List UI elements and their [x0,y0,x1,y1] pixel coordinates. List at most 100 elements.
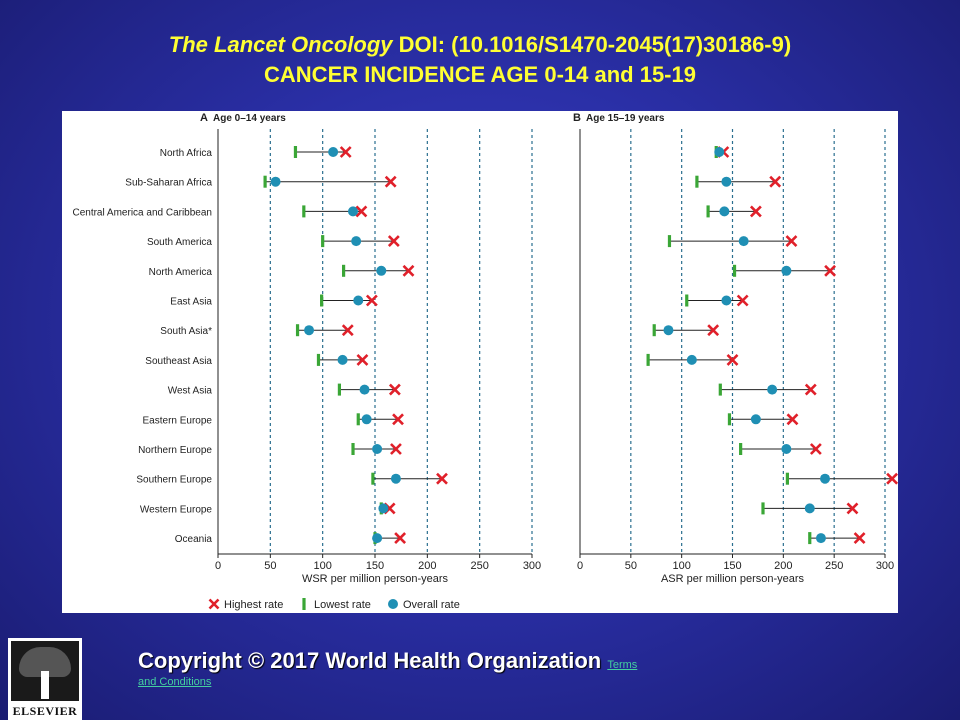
panel-a-category-label: Central America and Caribbean [72,207,212,218]
panel-a-overall-marker [359,384,370,395]
panel-a-tick-label: 100 [313,560,331,572]
panel-b-highest-marker [786,413,799,426]
panel-b-highest-marker [736,294,749,307]
panel-a-highest-marker [402,264,415,277]
panel-a-tick-label: 250 [470,560,488,572]
panel-a-highest-marker [390,443,402,455]
conditions-link[interactable]: and Conditions [138,676,212,688]
panel-a-overall-marker [270,176,281,187]
panel-a-overall-marker [353,295,364,306]
panel-a-highest-marker [365,294,378,307]
panel-a-title: Age 0–14 years [213,113,286,124]
panel-a-tick-label: 150 [366,560,384,572]
panel-b-overall-marker [781,265,792,276]
slide-subtitle: CANCER INCIDENCE AGE 0-14 and 15-19 [264,62,696,87]
panel-b-highest-marker [785,235,798,248]
panel-b-overall-marker [721,176,732,187]
panel-a-category-label: Oceania [175,534,213,545]
panel-a-category-label: East Asia [170,297,212,308]
panel-a-category-label: Northern Europe [138,445,212,456]
panel-a-highest-marker [384,175,397,188]
panel-a-category-label: Southern Europe [136,475,212,486]
panel-b-title: Age 15–19 years [586,113,665,124]
tree-icon [11,641,79,701]
journal-name: The Lancet Oncology [168,32,393,57]
panel-b-highest-marker [853,532,866,545]
panel-a-category-label: Western Europe [140,504,213,515]
elsevier-logo: ELSEVIER [8,638,82,720]
panel-a-highest-marker [339,146,352,158]
panel-b-tick-label: 50 [625,560,637,572]
panel-b-overall-marker [738,236,749,247]
panel-b-overall-marker [767,384,778,395]
panel-a-x-label: WSR per million person-years [302,573,449,585]
panel-a-category-label: Sub-Saharan Africa [125,178,212,189]
panel-b-overall-marker [781,444,792,454]
panel-a-tick-label: 50 [264,560,276,572]
panel-a-overall-marker [328,147,339,157]
copyright-notice: Copyright © 2017 World Health Organizati… [138,648,637,674]
panel-a-overall-marker [372,444,383,454]
panel-a-letter: A [200,112,208,124]
panel-a-highest-marker [392,413,404,426]
panel-b-overall-marker [820,473,831,484]
logo-text: ELSEVIER [12,704,78,718]
panel-a-category-label: South America [147,237,212,248]
panel-b-letter: B [573,112,581,124]
panel-b-overall-marker [714,147,725,157]
panel-b-overall-marker [804,503,815,514]
panel-a-overall-marker [372,533,383,544]
panel-a-category-label: North America [149,267,213,278]
panel-b-tick-label: 100 [672,560,690,572]
doi-text: DOI: (10.1016/S1470-2045(17)30186-9) [392,32,792,57]
panel-b-overall-marker [750,414,761,425]
panel-b-overall-marker [721,295,732,306]
panel-b-tick-label: 200 [774,560,792,572]
panel-b-highest-marker [769,175,782,188]
panel-a-category-label: Eastern Europe [143,415,213,426]
title-line-journal: The Lancet Oncology DOI: (10.1016/S1470-… [0,30,960,60]
panel-b-tick-label: 0 [577,560,583,572]
panel-a-highest-marker [388,383,401,396]
panel-a-overall-marker [390,473,401,484]
figure-panel: A Age 0–14 years 0 50 100 150 200 250 300 WSR per… [62,111,898,613]
panel-a-highest-marker [394,532,407,545]
panel-a-highest-marker [387,235,400,248]
legend-overall-marker [388,599,398,609]
panel-b-overall-marker [686,354,697,365]
panel-a-overall-marker [348,206,359,217]
panel-b-highest-marker [707,324,720,337]
panel-b-highest-marker [809,443,822,455]
copyright-text: Copyright © 2017 World Health Organizati… [138,648,602,673]
panel-b-highest-marker [804,383,817,396]
panel-b-highest-marker [749,205,762,218]
panel-b-highest-marker [726,353,739,366]
panel-a-highest-marker [356,353,369,366]
panel-a-overall-marker [351,236,362,247]
panel-a-overall-marker [378,503,389,514]
panel-a-overall-marker [361,414,372,425]
panel-a-highest-marker [436,472,448,485]
panel-b-overall-marker [815,533,826,544]
panel-a-tick-label: 200 [418,560,436,572]
legend-highest-marker [208,598,220,610]
panel-a-highest-marker [355,205,368,218]
panel-b-highest-marker [886,472,898,485]
panel-a-overall-marker [337,354,348,365]
panel-a-highest-marker [341,324,354,337]
legend-lowest-label: Lowest rate [314,599,371,611]
panel-b-highest-marker [824,264,837,277]
panel-a-category-label: Southeast Asia [145,356,212,367]
panel-a-category-label: North Africa [160,148,213,159]
panel-b-tick-label: 150 [723,560,741,572]
panel-b-tick-label: 300 [876,560,894,572]
slide-title: The Lancet Oncology DOI: (10.1016/S1470-… [0,30,960,90]
panel-a-tick-label: 0 [215,560,221,572]
panel-a-overall-marker [304,325,315,336]
panel-b-x-label: ASR per million person-years [661,573,805,585]
terms-link[interactable]: Terms [607,659,638,671]
legend-highest-label: Highest rate [224,599,283,611]
panel-b-tick-label: 250 [825,560,843,572]
incidence-chart: A Age 0–14 years 0 50 100 150 200 250 300 WSR per… [72,112,898,611]
panel-b-overall-marker [663,325,674,336]
